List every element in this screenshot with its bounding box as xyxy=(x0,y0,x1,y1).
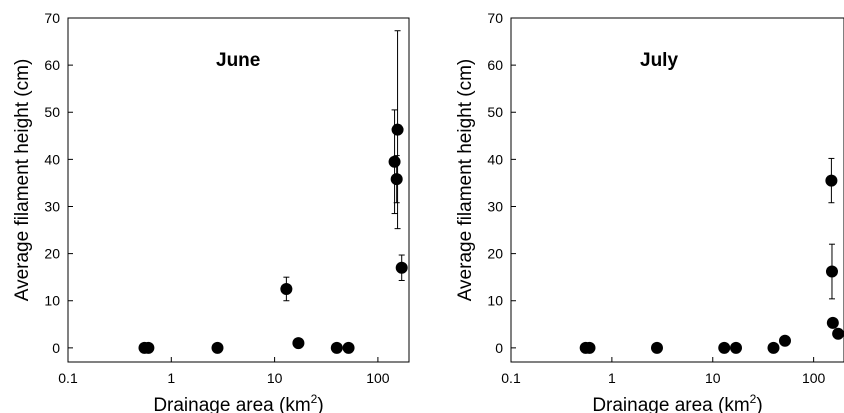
x-tick-label: 1 xyxy=(608,370,616,386)
x-tick-label: 10 xyxy=(705,370,721,386)
y-tick-label: 20 xyxy=(487,246,503,262)
data-point xyxy=(767,341,780,354)
plot-frame xyxy=(510,17,844,363)
x-tick-label: 1 xyxy=(167,370,175,386)
y-tick-label: 50 xyxy=(487,104,503,120)
data-point xyxy=(825,174,838,187)
x-tick-label: 10 xyxy=(267,370,283,386)
y-tick-label: 0 xyxy=(495,340,503,356)
data-point xyxy=(330,341,343,354)
chart-panel-2: 0 10 20 30 40 50 60 70 0.1 1 10 100 July Drainage are… xyxy=(455,10,844,413)
y-tick-label: 10 xyxy=(44,293,60,309)
data-point xyxy=(730,341,743,354)
x-tick-label: 0.1 xyxy=(501,370,521,386)
chart-panel-1: 0 10 20 30 40 50 60 70 0.1 1 10 100 June Drainage are… xyxy=(12,10,410,413)
x-tick-label: 100 xyxy=(802,370,826,386)
data-point xyxy=(391,123,404,136)
plot-frame xyxy=(67,17,410,363)
data-point xyxy=(142,341,155,354)
y-tick-label: 50 xyxy=(44,104,60,120)
data-point xyxy=(342,341,355,354)
data-point xyxy=(583,341,596,354)
y-tick-label: 30 xyxy=(487,198,503,214)
y-tick-label: 40 xyxy=(44,151,60,167)
data-point xyxy=(718,341,731,354)
y-axis-label: Average filament height (cm) xyxy=(455,59,476,302)
data-point xyxy=(825,265,838,278)
x-tick-label: 0.1 xyxy=(58,370,78,386)
data-point xyxy=(388,155,401,168)
data-point xyxy=(292,337,305,350)
y-tick-label: 0 xyxy=(52,340,60,356)
y-tick-label: 40 xyxy=(487,151,503,167)
data-point xyxy=(778,334,791,347)
y-axis-label: Average filament height (cm) xyxy=(12,59,33,302)
panel-title: July xyxy=(640,50,678,71)
y-tick-label: 20 xyxy=(44,246,60,262)
x-tick-label: 100 xyxy=(366,370,390,386)
data-point xyxy=(650,341,663,354)
x-axis-label: Drainage area (km2) xyxy=(592,392,762,413)
x-axis-label: Drainage area (km2) xyxy=(153,392,323,413)
data-point xyxy=(390,173,403,186)
data-point xyxy=(211,341,224,354)
data-point xyxy=(832,327,844,340)
panel-title: June xyxy=(216,50,260,71)
data-point xyxy=(280,282,293,295)
y-tick-label: 60 xyxy=(44,57,60,73)
y-tick-label: 70 xyxy=(487,10,503,26)
y-tick-label: 60 xyxy=(487,57,503,73)
data-point xyxy=(826,316,839,329)
data-point xyxy=(395,261,408,274)
y-tick-label: 10 xyxy=(487,293,503,309)
y-tick-label: 30 xyxy=(44,198,60,214)
y-tick-label: 70 xyxy=(44,10,60,26)
